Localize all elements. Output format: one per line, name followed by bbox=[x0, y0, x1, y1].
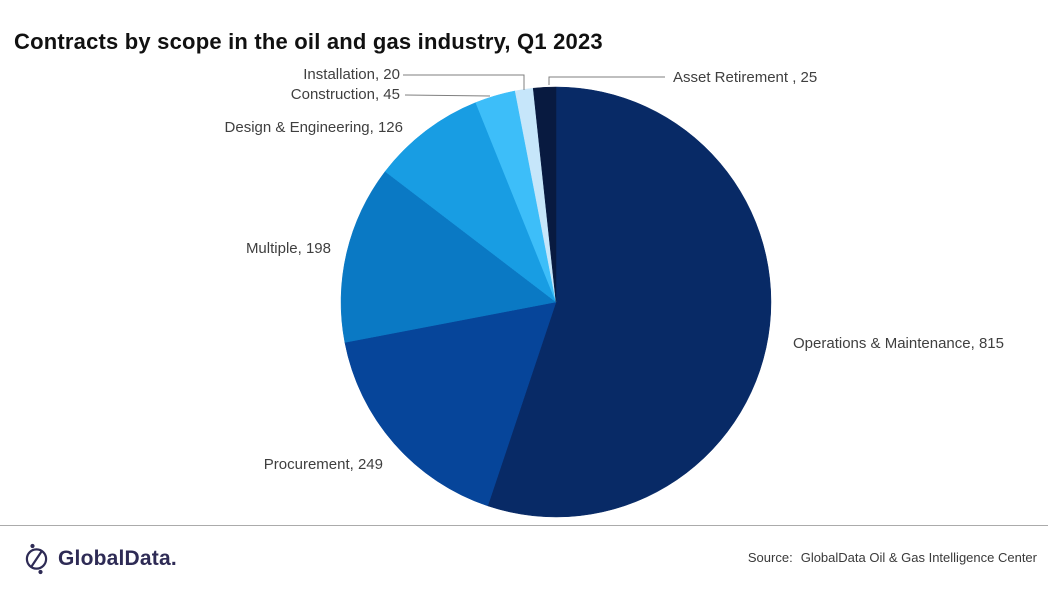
pie-slice-design-engineering bbox=[384, 102, 557, 303]
footer-divider bbox=[0, 525, 1048, 526]
globaldata-compass-icon bbox=[25, 543, 48, 575]
slice-label-installation: Installation, 20 bbox=[303, 66, 400, 83]
slice-label-design-engineering: Design & Engineering, 126 bbox=[224, 119, 403, 136]
source-text: GlobalData Oil & Gas Intelligence Center bbox=[800, 550, 1037, 565]
pie-slices bbox=[340, 86, 772, 518]
slice-label-procurement: Procurement, 249 bbox=[263, 456, 383, 473]
globaldata-logo-text: GlobalData. bbox=[58, 546, 177, 570]
leader-line-installation bbox=[403, 74, 525, 90]
pie-slice-asset-retirement bbox=[532, 86, 557, 303]
slice-label-asset-retirement: Asset Retirement , 25 bbox=[673, 69, 818, 86]
source-label: Source: bbox=[747, 550, 793, 565]
globaldata-logo: GlobalData. bbox=[21, 542, 177, 575]
pie-slice-procurement bbox=[344, 301, 557, 507]
chart-title: Contracts by scope in the oil and gas in… bbox=[14, 29, 603, 54]
slice-label-operations-maintenance: Operations & Maintenance, 815 bbox=[793, 335, 1004, 352]
leader-line-asset-retirement bbox=[548, 76, 665, 85]
pie-slice-operations-maintenance bbox=[487, 86, 772, 518]
leader-line-construction bbox=[404, 94, 491, 97]
slice-label-multiple: Multiple, 198 bbox=[245, 240, 331, 257]
source-attribution: Source: GlobalData Oil & Gas Intelligence… bbox=[748, 550, 1037, 565]
pie-slice-multiple bbox=[340, 171, 557, 343]
slice-label-construction: Construction, 45 bbox=[290, 86, 400, 103]
